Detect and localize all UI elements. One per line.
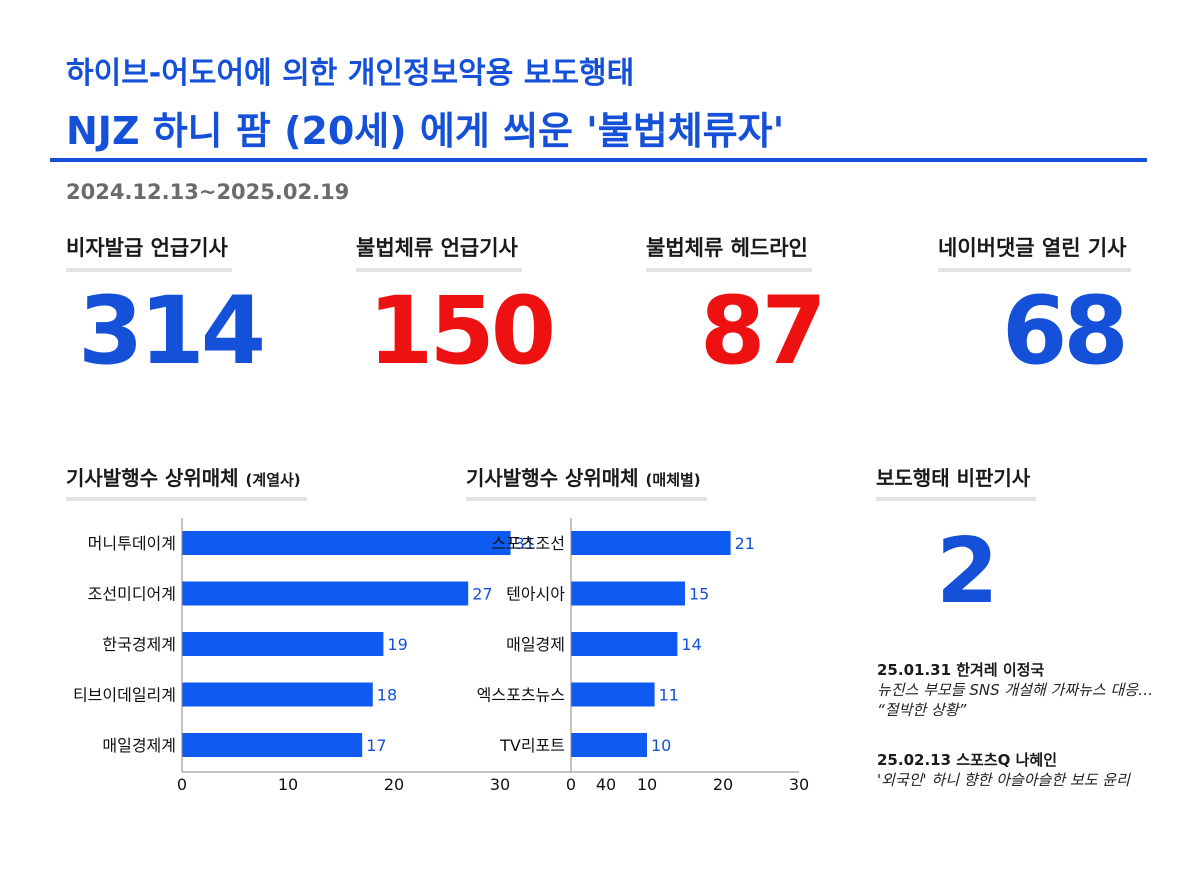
bar <box>182 682 373 707</box>
tick-label: 20 <box>713 775 733 794</box>
category-label: 스포츠조선 <box>491 534 565 553</box>
article-source: 25.02.13 스포츠Q 나혜인 <box>877 751 1058 769</box>
data-label: 10 <box>651 736 671 755</box>
stat-value-visa: 314 <box>78 277 266 386</box>
data-label: 17 <box>366 736 386 755</box>
category-label: 한국경제계 <box>102 635 176 654</box>
tick-label: 20 <box>384 775 404 794</box>
bar <box>571 733 647 757</box>
category-label: 티브이데일리계 <box>73 686 176 705</box>
chart-title-outlets-main: 기사발행수 상위매체 <box>466 466 639 490</box>
criticism-article: 25.02.13 스포츠Q 나혜인 '외국인' 하니 향한 아슬아슬한 보도 윤… <box>877 750 1177 790</box>
category-label: 머니투데이계 <box>88 534 176 553</box>
chart-title-affiliates-main: 기사발행수 상위매체 <box>66 466 239 490</box>
stat-value-illegal-stay: 150 <box>368 277 556 386</box>
data-label: 14 <box>681 635 701 654</box>
data-label: 31 <box>515 534 535 553</box>
tick-label: 40 <box>596 775 616 794</box>
article-headline: '외국인' 하니 향한 아슬아슬한 보도 윤리 <box>877 771 1130 789</box>
bar <box>182 733 363 757</box>
page-subtitle: 하이브-어도어에 의한 개인정보악용 보도행태 <box>66 56 635 91</box>
chart-title-outlets-note: (매체별) <box>645 471 701 489</box>
stat-label-visa: 비자발급 언급기사 <box>66 232 232 272</box>
stat-label-illegal-headline: 불법체류 헤드라인 <box>646 232 812 272</box>
page-title: NJZ 하니 팜 (20세) 에게 씌운 '불법체류자' <box>66 109 785 153</box>
criticism-title: 보도행태 비판기사 <box>876 462 1037 501</box>
bar <box>571 632 678 656</box>
tick-label: 30 <box>490 775 510 794</box>
bar <box>571 682 655 707</box>
category-label: 매일경제 <box>506 635 565 654</box>
date-range: 2024.12.13~2025.02.19 <box>66 180 350 204</box>
bar <box>571 531 731 555</box>
title-divider <box>50 158 1147 162</box>
data-label: 11 <box>659 686 679 705</box>
article-source: 25.01.31 한겨레 이정국 <box>877 661 1045 679</box>
criticism-article: 25.01.31 한겨레 이정국 뉴진스 부모들 SNS 개설해 가짜뉴스 대응… <box>877 660 1177 720</box>
category-label: TV리포트 <box>499 736 565 755</box>
bar <box>571 581 685 606</box>
tick-label: 0 <box>177 775 187 794</box>
category-label: 텐아시아 <box>506 585 565 604</box>
stat-label-naver-comments: 네이버댓글 열린 기사 <box>938 232 1131 272</box>
category-label: 매일경제계 <box>102 736 176 755</box>
chart-title-affiliates: 기사발행수 상위매체 (계열사) <box>66 462 307 501</box>
data-label: 18 <box>377 686 397 705</box>
tick-label: 10 <box>278 775 298 794</box>
stat-value-illegal-headline: 87 <box>700 277 827 386</box>
stat-value-naver-comments: 68 <box>1002 277 1129 386</box>
category-label: 조선미디어계 <box>88 585 176 604</box>
bar <box>182 632 384 656</box>
chart-title-outlets: 기사발행수 상위매체 (매체별) <box>466 462 707 501</box>
category-label: 엑스포츠뉴스 <box>477 686 565 705</box>
tick-label: 0 <box>566 775 576 794</box>
bar <box>182 531 511 555</box>
criticism-count: 2 <box>936 519 999 624</box>
data-label: 19 <box>387 635 407 654</box>
chart-title-affiliates-note: (계열사) <box>245 471 301 489</box>
data-label: 15 <box>689 585 709 604</box>
data-label: 21 <box>735 534 755 553</box>
tick-label: 10 <box>637 775 657 794</box>
article-headline: 뉴진스 부모들 SNS 개설해 가짜뉴스 대응… “절박한 상황” <box>877 681 1154 719</box>
tick-label: 30 <box>789 775 809 794</box>
stat-label-illegal-stay: 불법체류 언급기사 <box>356 232 522 272</box>
bar <box>182 581 469 606</box>
data-label: 27 <box>472 585 492 604</box>
